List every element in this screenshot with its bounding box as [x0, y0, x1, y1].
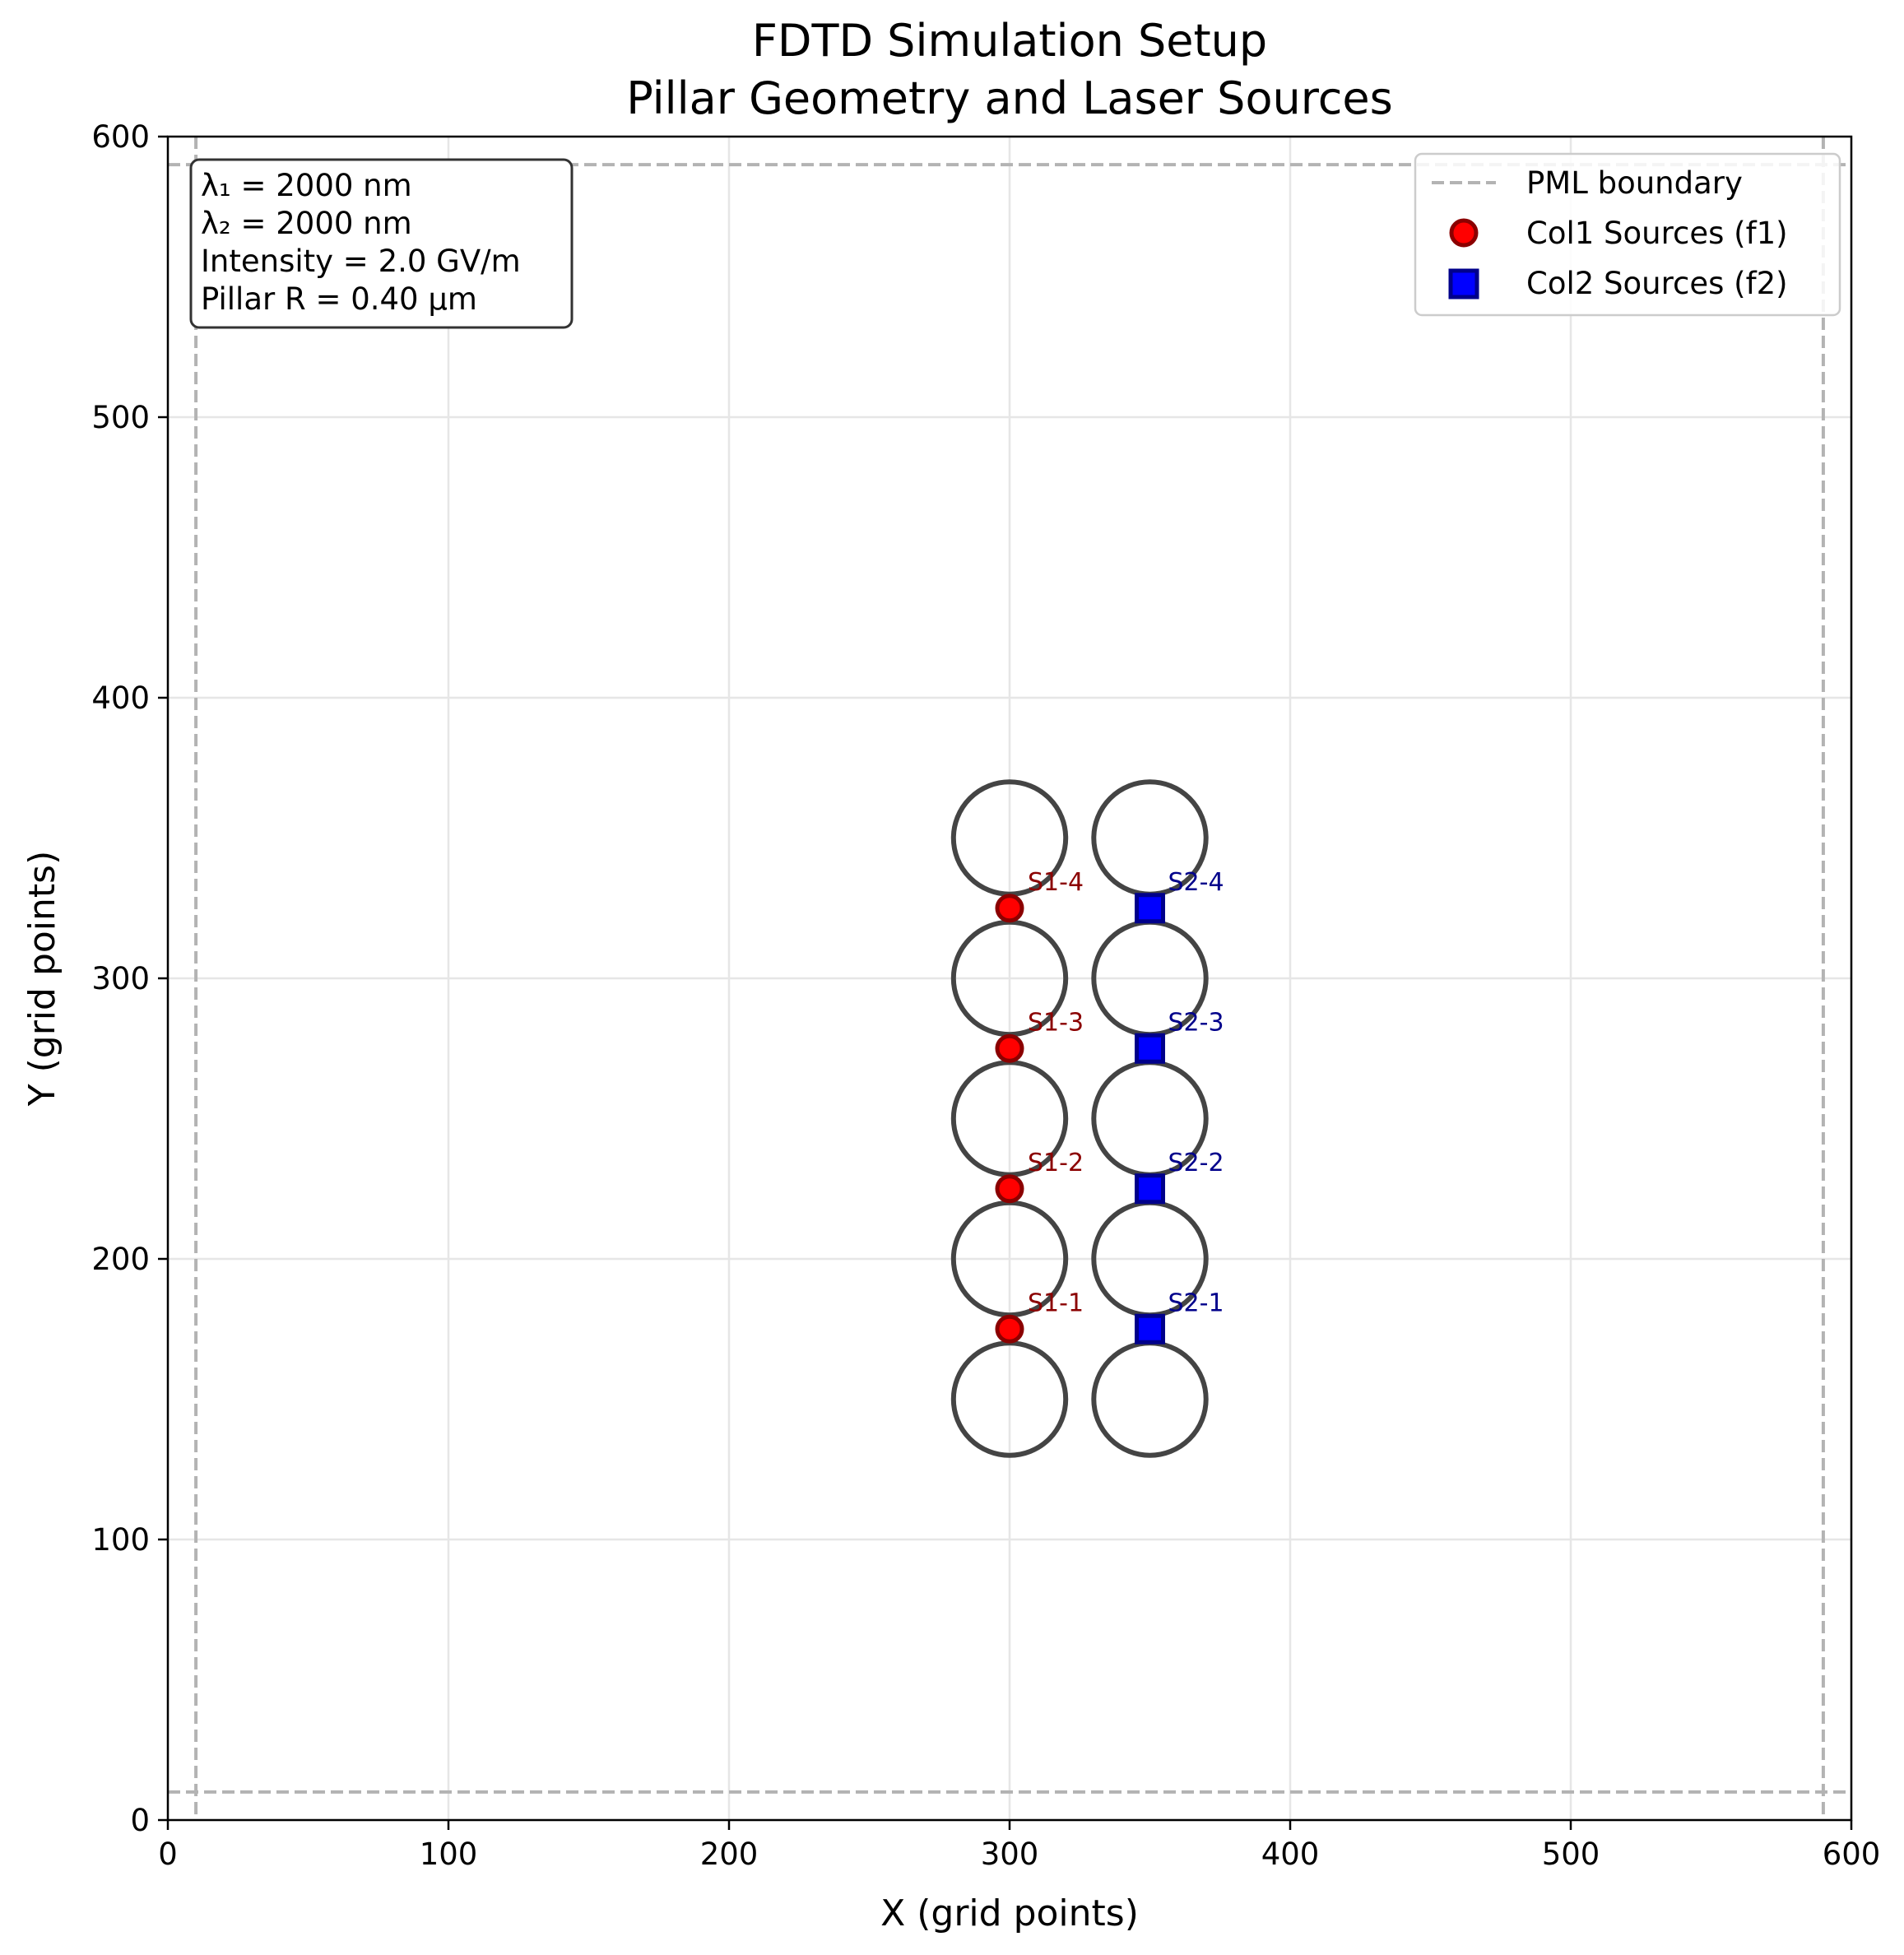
y-tick-label: 500	[91, 400, 150, 435]
chart-title-line-1: FDTD Simulation Setup	[752, 15, 1267, 67]
legend-label-pml: PML boundary	[1526, 165, 1743, 201]
legend-col2-swatch	[1448, 268, 1479, 300]
tick-layer: 0 100 200 300 400 500 600 0 100 200 300 400 500 600	[91, 119, 1880, 1872]
info-box-line: λ₁ = 2000 nm	[201, 168, 412, 203]
info-box-line: Pillar R = 0.40 µm	[201, 281, 477, 317]
x-tick-label: 100	[420, 1837, 478, 1872]
y-tick-label: 100	[91, 1522, 150, 1558]
info-box-line: Intensity = 2.0 GV/m	[201, 244, 521, 279]
x-tick-label: 600	[1823, 1837, 1881, 1872]
source-layer: S1-1 S1-2 S1-3 S1-4 S2-1 S2-2 S2-3 S2-4	[995, 868, 1224, 1344]
source-label: S1-4	[1028, 868, 1084, 897]
legend: PML boundary Col1 Sources (f1) Col2 Sour…	[1414, 152, 1841, 317]
source-label: S2-4	[1168, 868, 1224, 897]
x-tick-label: 200	[700, 1837, 759, 1872]
source-marker-col2	[1135, 1033, 1165, 1064]
source-label: S2-3	[1168, 1008, 1224, 1037]
y-tick-label: 0	[130, 1803, 150, 1838]
x-tick-label: 500	[1542, 1837, 1600, 1872]
source-label: S1-3	[1028, 1008, 1084, 1037]
info-box-frame	[189, 158, 574, 329]
legend-frame	[1414, 152, 1841, 317]
legend-col1-swatch	[1449, 218, 1479, 248]
source-label: S2-1	[1168, 1289, 1224, 1317]
legend-label-col2: Col2 Sources (f2)	[1526, 266, 1788, 301]
y-tick-label: 300	[91, 961, 150, 996]
source-marker-col2	[1135, 893, 1165, 924]
chart-title-line-2: Pillar Geometry and Laser Sources	[626, 72, 1393, 124]
info-box-line: λ₂ = 2000 nm	[201, 206, 412, 241]
x-tick-label: 400	[1261, 1837, 1320, 1872]
source-label: S2-2	[1168, 1149, 1224, 1177]
source-label: S1-2	[1028, 1149, 1084, 1177]
source-marker-col2	[1135, 1313, 1165, 1344]
info-box: λ₁ = 2000 nm λ₂ = 2000 nm Intensity = 2.…	[189, 158, 574, 329]
y-axis-label: Y (grid points)	[21, 851, 63, 1108]
source-marker-col1	[995, 1033, 1024, 1063]
source-marker-col1	[995, 1174, 1024, 1204]
y-tick-label: 600	[91, 119, 150, 155]
source-marker-col1	[995, 894, 1024, 923]
source-label: S1-1	[1028, 1289, 1084, 1317]
source-marker-col1	[995, 1314, 1024, 1344]
source-marker-col2	[1135, 1173, 1165, 1205]
x-axis-label: X (grid points)	[880, 1892, 1139, 1934]
y-tick-label: 200	[91, 1242, 150, 1277]
legend-label-col1: Col1 Sources (f1)	[1526, 216, 1788, 251]
x-tick-label: 300	[981, 1837, 1039, 1872]
x-tick-label: 0	[158, 1837, 178, 1872]
y-tick-label: 400	[91, 680, 150, 716]
